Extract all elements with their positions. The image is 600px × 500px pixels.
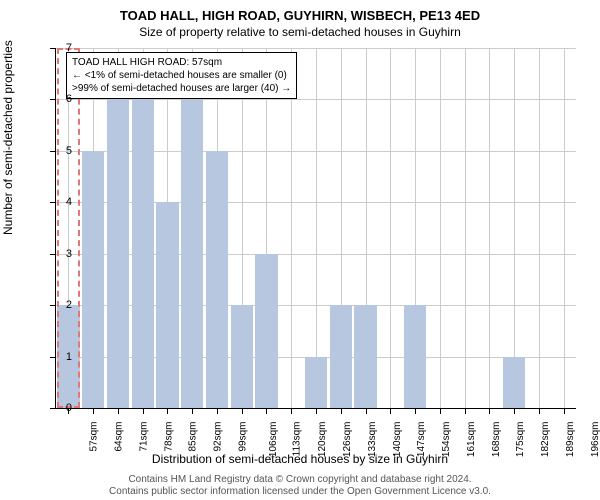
x-tick	[465, 408, 466, 414]
x-tick	[266, 408, 267, 414]
x-tick	[291, 408, 292, 414]
y-tick-label: 3	[66, 248, 72, 260]
bar	[305, 357, 327, 408]
info-line-3: >99% of semi-detached houses are larger …	[72, 82, 291, 95]
grid-line-v	[564, 48, 565, 408]
footer: Contains HM Land Registry data © Crown c…	[0, 474, 600, 498]
x-tick-label: 189sqm	[565, 422, 576, 458]
x-tick	[93, 408, 94, 414]
y-tick	[50, 357, 56, 358]
y-tick-label: 0	[66, 402, 72, 414]
x-tick	[167, 408, 168, 414]
x-tick-label: 64sqm	[114, 422, 125, 452]
grid-line-v	[465, 48, 466, 408]
x-tick-label: 120sqm	[317, 422, 328, 458]
y-tick	[50, 254, 56, 255]
y-tick	[50, 408, 56, 409]
x-tick-label: 182sqm	[540, 422, 551, 458]
chart-subtitle: Size of property relative to semi-detach…	[0, 23, 600, 39]
bar	[330, 305, 352, 408]
x-tick	[242, 408, 243, 414]
bar	[181, 99, 203, 408]
y-tick	[50, 151, 56, 152]
bar	[354, 305, 376, 408]
y-tick-label: 1	[66, 351, 72, 363]
info-line-2: ← <1% of semi-detached houses are smalle…	[72, 69, 291, 82]
x-tick-label: 196sqm	[590, 422, 600, 458]
x-tick-label: 168sqm	[491, 422, 502, 458]
bar	[82, 151, 104, 408]
info-line-1: TOAD HALL HIGH ROAD: 57sqm	[72, 56, 291, 69]
x-tick-label: 133sqm	[367, 422, 378, 458]
y-tick-label: 5	[66, 145, 72, 157]
x-tick-label: 154sqm	[441, 422, 452, 458]
grid-line-v	[489, 48, 490, 408]
bar	[503, 357, 525, 408]
x-tick	[316, 408, 317, 414]
info-box: TOAD HALL HIGH ROAD: 57sqm ← <1% of semi…	[66, 52, 297, 99]
grid-line-v	[539, 48, 540, 408]
grid-line-v	[291, 48, 292, 408]
x-tick-label: 57sqm	[89, 422, 100, 452]
bar	[132, 99, 154, 408]
bar	[107, 99, 129, 408]
x-tick-label: 140sqm	[392, 422, 403, 458]
x-tick	[341, 408, 342, 414]
x-tick	[143, 408, 144, 414]
y-tick-label: 6	[66, 93, 72, 105]
y-tick	[50, 305, 56, 306]
x-tick	[390, 408, 391, 414]
x-tick-label: 147sqm	[416, 422, 427, 458]
x-tick	[539, 408, 540, 414]
y-tick	[50, 99, 56, 100]
y-axis-label: Number of semi-detached properties	[1, 40, 15, 235]
x-tick-label: 78sqm	[163, 422, 174, 452]
bar	[404, 305, 426, 408]
x-tick-label: 126sqm	[342, 422, 353, 458]
bar	[156, 202, 178, 408]
x-tick-label: 161sqm	[466, 422, 477, 458]
grid-line-v	[316, 48, 317, 408]
y-tick	[50, 48, 56, 49]
grid-line-v	[514, 48, 515, 408]
x-tick-label: 99sqm	[237, 422, 248, 452]
x-tick-label: 92sqm	[213, 422, 224, 452]
grid-line-v	[440, 48, 441, 408]
chart-title: TOAD HALL, HIGH ROAD, GUYHIRN, WISBECH, …	[0, 0, 600, 23]
y-tick-label: 2	[66, 299, 72, 311]
bar	[206, 151, 228, 408]
x-tick	[366, 408, 367, 414]
x-tick-label: 85sqm	[188, 422, 199, 452]
x-tick	[415, 408, 416, 414]
x-tick-label: 175sqm	[515, 422, 526, 458]
bar	[255, 254, 277, 408]
bar	[231, 305, 253, 408]
x-tick	[118, 408, 119, 414]
chart-container: TOAD HALL, HIGH ROAD, GUYHIRN, WISBECH, …	[0, 0, 600, 500]
x-tick	[440, 408, 441, 414]
x-tick-label: 71sqm	[138, 422, 149, 452]
x-tick	[217, 408, 218, 414]
x-tick	[514, 408, 515, 414]
chart-plot-area: TOAD HALL HIGH ROAD: 57sqm ← <1% of semi…	[55, 48, 576, 409]
footer-line-1: Contains HM Land Registry data © Crown c…	[0, 474, 600, 486]
x-tick	[192, 408, 193, 414]
x-tick	[489, 408, 490, 414]
footer-line-2: Contains public sector information licen…	[0, 486, 600, 498]
y-tick-label: 4	[66, 196, 72, 208]
x-tick	[564, 408, 565, 414]
x-tick-label: 106sqm	[268, 422, 279, 458]
x-tick-label: 113sqm	[292, 422, 303, 457]
y-tick	[50, 202, 56, 203]
y-tick-label: 7	[66, 42, 72, 54]
grid-line-v	[390, 48, 391, 408]
